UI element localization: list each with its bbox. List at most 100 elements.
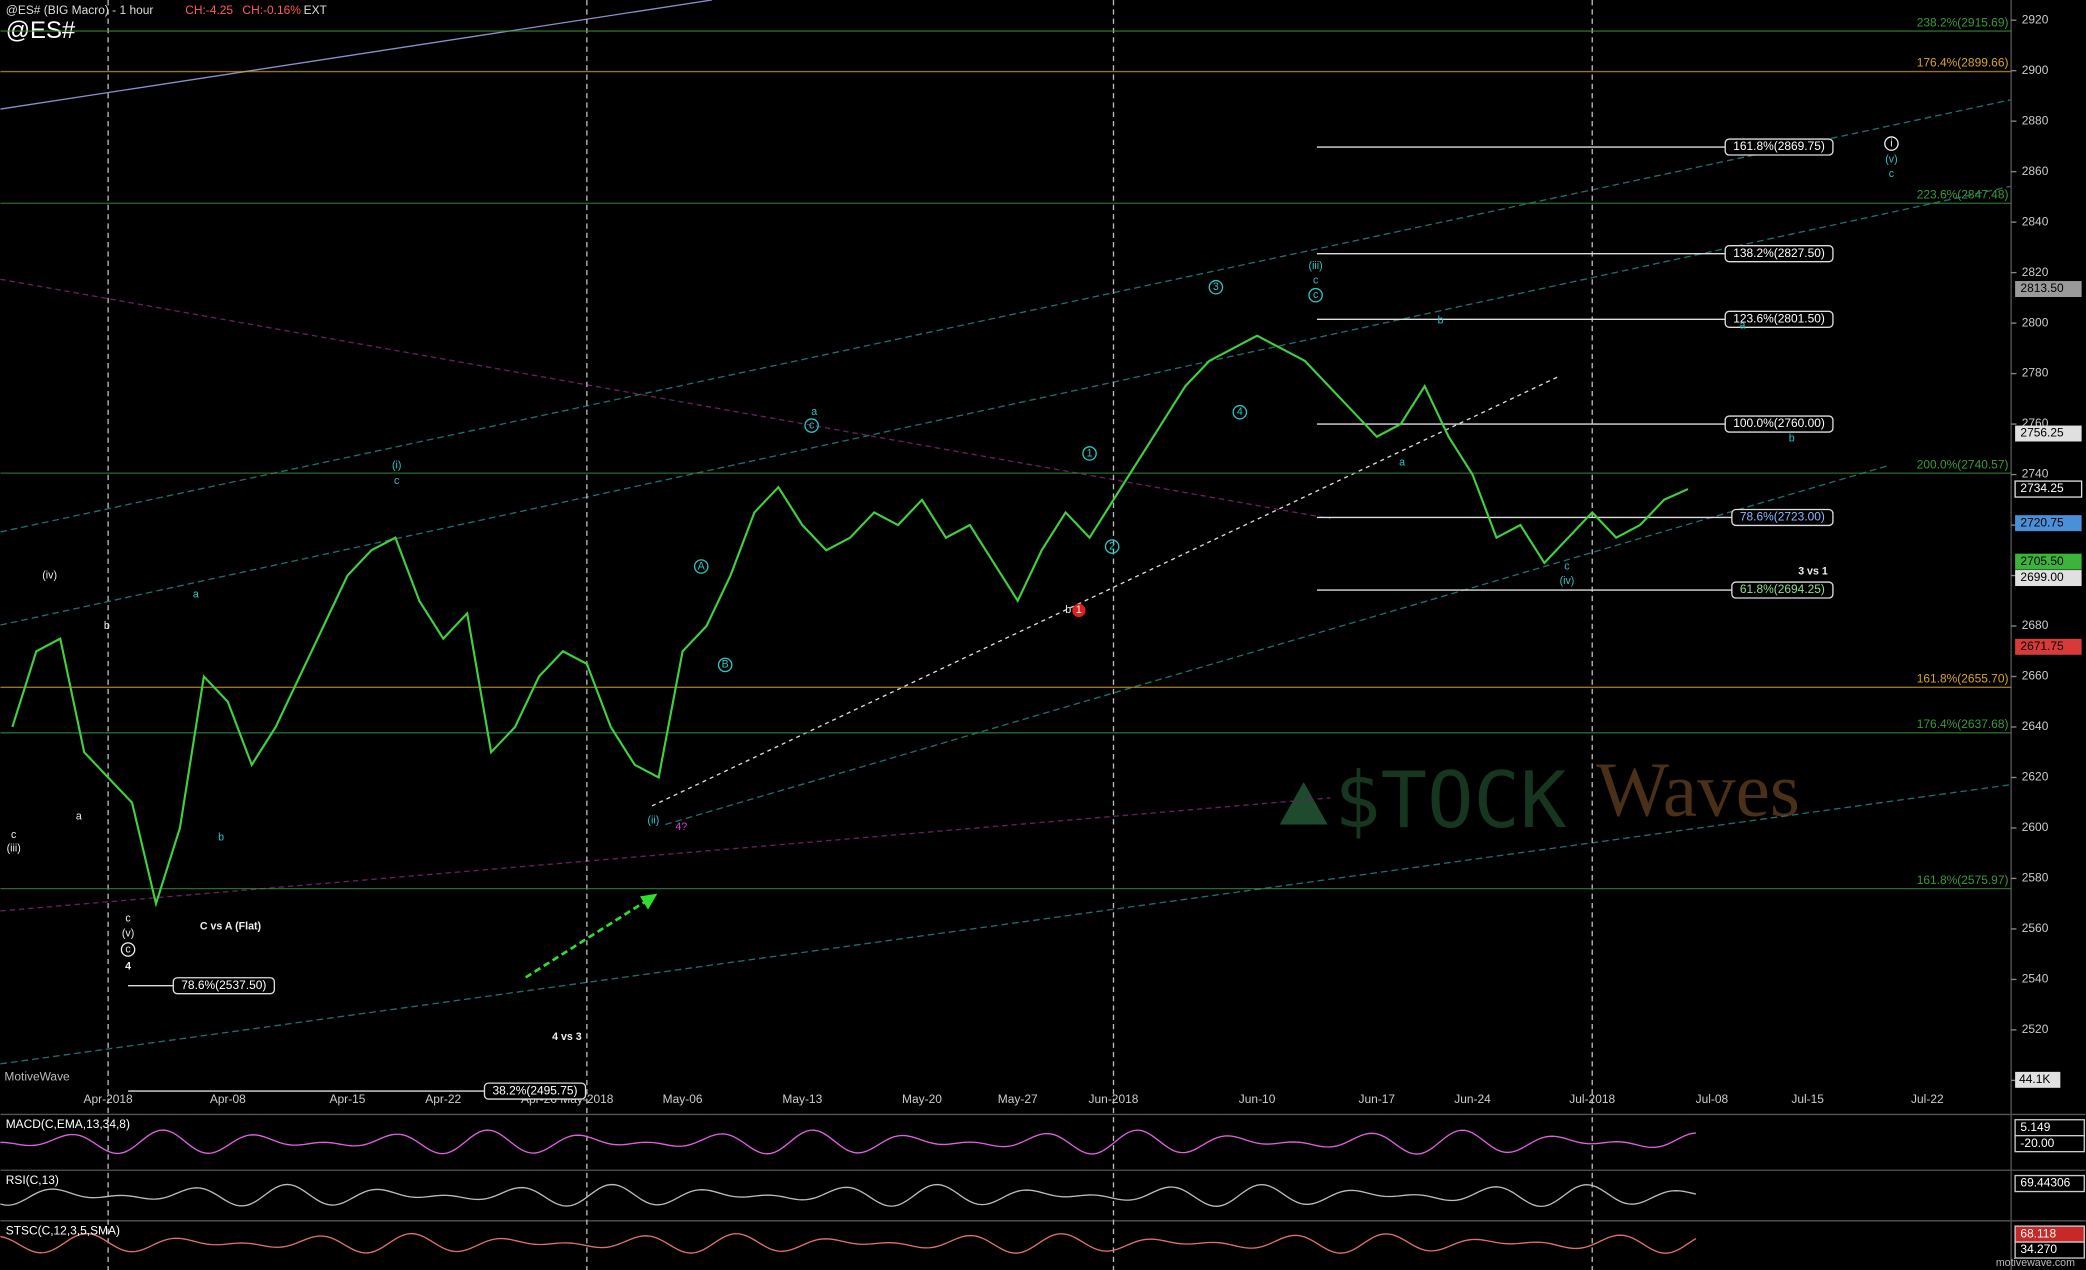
price-marker-label: 2756.25 [2020,426,2064,440]
wave-label: (iii) [7,842,21,854]
wave-circle [717,657,733,673]
wave-label: a [811,406,817,418]
wave-label: 2 [1109,540,1115,552]
readout-box [2014,1241,2085,1259]
watermark-left: $TOCK [1334,756,1567,846]
fib-level-label: 161.8%(2655.70) [1917,672,2009,686]
x-tick-label: Apr-15 [330,1092,366,1106]
price-marker [2014,480,2083,498]
y-tick-label: 2840 [2022,214,2049,228]
change: CH:-4.25 [185,3,233,17]
indicator-readout: 34.270 [2020,1242,2057,1256]
fib-level-label: 223.6%(2847.48) [1917,187,2009,201]
x-tick-label: Jul-22 [1911,1092,1944,1106]
wave-circle [1104,539,1120,554]
indicator-readout: -20.00 [2020,1136,2054,1150]
wave-circle [693,559,709,574]
wave-label: c [1564,560,1570,572]
price-marker [2015,281,2082,298]
x-tick-label: Jul-15 [1791,1092,1824,1106]
price-marker-label: 2705.50 [2020,554,2064,568]
target-label: 138.2%(2827.50) [1733,246,1825,260]
y-tick-label: 2860 [2022,164,2049,178]
readout-box [2014,1135,2085,1153]
target-label: 161.8%(2869.75) [1733,139,1825,153]
wave-label: b [1438,314,1444,326]
wave-label: c [125,913,131,925]
wave-label: (i) [392,459,401,471]
wave-label: 1 [1087,447,1093,459]
target-label: 61.8%(2694.25) [1740,582,1825,596]
fib-level-label: 200.0%(2740.57) [1917,457,2009,471]
price-marker-label: 2720.75 [2020,515,2064,529]
x-tick-label: Apr-08 [210,1092,246,1106]
watermark-right: Waves [1596,747,1800,833]
wave-circle [1232,404,1248,420]
y-tick-label: 2660 [2022,669,2049,683]
trendline [0,783,2012,1065]
volume-marker [2015,1071,2061,1088]
indicator-readout: 68.118 [2020,1226,2056,1240]
target-label: 78.6%(2723.00) [1740,510,1825,524]
price-marker-label: 2813.50 [2020,281,2064,295]
y-tick-label: 2520 [2022,1022,2049,1036]
wave-label: 4 [125,961,131,973]
wave-label: b [1789,433,1795,445]
wave-label: (iv) [1560,575,1575,587]
indicator-name: MACD(C,EMA,13,34,8) [6,1117,130,1131]
wave-label: a [193,588,199,600]
y-tick-label: 2680 [2022,618,2049,632]
price-marker-label: 2671.75 [2020,639,2064,653]
y-tick-label: 2900 [2022,63,2049,77]
target-label: 38.2%(2495.75) [492,1083,577,1097]
y-tick-label: 2640 [2022,719,2049,733]
target-box [1724,138,1834,156]
wave-label: (ii) [647,814,659,826]
readout-box [2014,1174,2085,1193]
trendline [0,0,712,110]
wave-label: 3 [1213,281,1219,293]
trendline [0,99,2012,533]
fib-level-label: 161.8%(2575.97) [1917,873,2009,887]
watermark-icon [1279,781,1328,825]
volume-label: 44.1K [2019,1072,2050,1086]
indicator-name: STSC(C,12,3,5,SMA) [6,1224,120,1238]
y-tick-label: 2620 [2022,770,2049,784]
wave-label: b [1065,604,1071,616]
y-tick-label: 2780 [2022,366,2049,380]
fib-level-label: 176.4%(2899.66) [1917,56,2009,70]
x-tick-label: Jun-24 [1454,1092,1491,1106]
wave-circle [1072,603,1086,618]
wave-label: i [1890,137,1892,149]
fib-level-label: 238.2%(2915.69) [1917,15,2009,29]
change-pct: CH:-0.16% [242,3,301,17]
trendline [0,185,2012,626]
wave-label: (v) [1885,153,1897,165]
x-tick-label: May-13 [782,1092,822,1106]
source: MotiveWave [4,1069,70,1083]
target-box [1731,508,1834,527]
x-tick-label: Apr-22 [425,1092,461,1106]
wave-label: a [76,810,82,822]
wave-label: c [1313,274,1319,286]
site: motivewave.com [1996,1257,2075,1269]
price-marker [2015,515,2082,532]
x-tick-label: Jun-2018 [1089,1092,1139,1106]
indicator-line [0,1232,1697,1254]
y-tick-label: 2920 [2022,12,2049,26]
wave-label: a [1740,320,1746,332]
target-box [483,1082,587,1100]
wave-label: c [1889,168,1895,180]
x-tick-label: May-27 [998,1092,1038,1106]
price-marker [2015,553,2082,570]
session: EXT [304,3,328,17]
wave-label: c [394,475,400,487]
wave-label: C vs A (Flat) [200,921,262,933]
wave-label: A [698,560,706,572]
price-marker [2015,570,2082,587]
wave-circle [1208,279,1224,295]
wave-label: c [809,419,815,431]
wave-label: 4 vs 3 [552,1031,582,1043]
